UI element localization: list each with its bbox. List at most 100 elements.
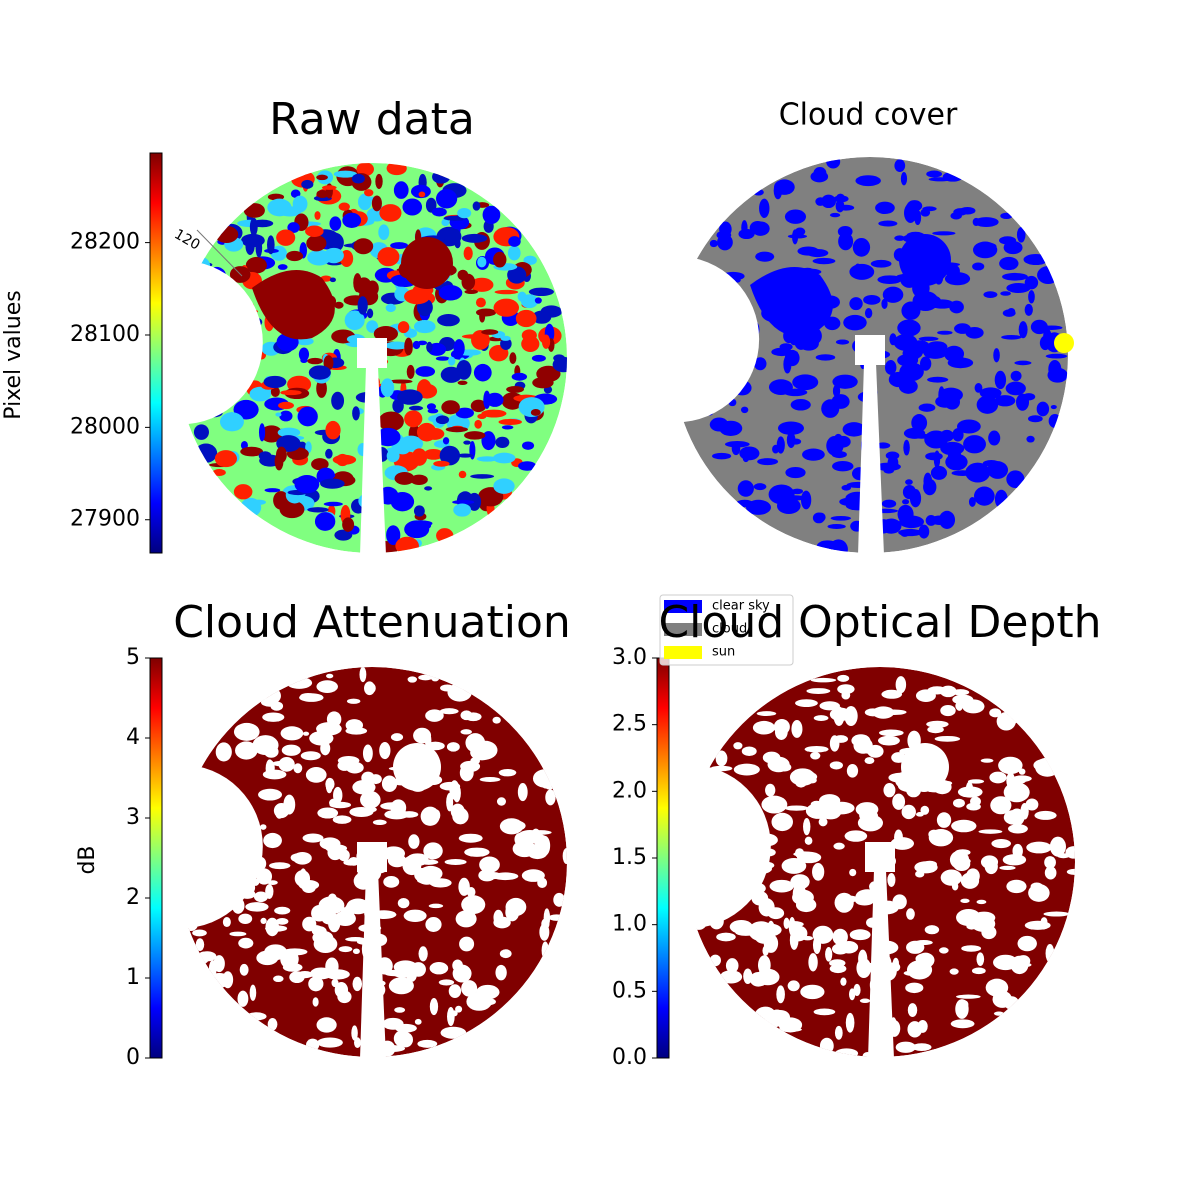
image-texture bbox=[843, 314, 867, 331]
image-texture bbox=[534, 297, 542, 304]
image-texture bbox=[222, 971, 234, 989]
image-texture bbox=[325, 844, 348, 853]
image-texture bbox=[864, 307, 873, 319]
image-texture bbox=[981, 925, 997, 940]
image-texture bbox=[952, 798, 965, 808]
image-texture bbox=[735, 499, 754, 508]
image-texture bbox=[397, 389, 423, 405]
image-texture bbox=[426, 403, 436, 411]
image-texture bbox=[785, 467, 806, 479]
image-texture bbox=[286, 676, 313, 689]
image-texture bbox=[709, 954, 721, 967]
image-texture bbox=[457, 453, 474, 458]
image-texture bbox=[438, 979, 455, 986]
image-texture bbox=[849, 297, 863, 311]
image-texture bbox=[471, 329, 490, 350]
image-texture bbox=[928, 829, 940, 840]
image-texture bbox=[274, 804, 284, 819]
image-texture bbox=[951, 882, 959, 891]
image-texture bbox=[837, 674, 850, 682]
image-texture bbox=[1030, 319, 1048, 335]
image-texture bbox=[249, 386, 271, 402]
image-texture bbox=[344, 310, 365, 331]
colorbar-tick-label: 1.0 bbox=[612, 912, 647, 937]
image-texture bbox=[377, 247, 400, 267]
image-texture bbox=[320, 478, 345, 489]
image-texture bbox=[429, 997, 439, 1016]
image-texture bbox=[482, 205, 501, 225]
image-texture bbox=[881, 689, 903, 699]
image-texture bbox=[894, 829, 903, 846]
image-texture bbox=[496, 797, 506, 806]
image-texture bbox=[767, 907, 785, 920]
image-texture bbox=[845, 1012, 855, 1033]
image-texture bbox=[194, 443, 218, 463]
image-texture bbox=[802, 448, 825, 461]
image-texture bbox=[316, 1017, 337, 1033]
image-texture bbox=[408, 405, 424, 411]
image-texture bbox=[949, 968, 959, 975]
image-texture bbox=[897, 319, 921, 337]
panel-title: Cloud Attenuation bbox=[173, 597, 571, 648]
image-texture bbox=[966, 868, 980, 884]
image-texture bbox=[413, 505, 425, 517]
image-texture bbox=[749, 220, 766, 235]
image-texture bbox=[895, 676, 907, 694]
image-patch bbox=[401, 237, 453, 289]
image-texture bbox=[774, 724, 788, 740]
image-texture bbox=[716, 932, 736, 942]
image-texture bbox=[333, 170, 357, 178]
image-texture bbox=[717, 234, 733, 251]
image-texture bbox=[493, 298, 520, 317]
image-texture bbox=[352, 976, 363, 992]
image-texture bbox=[541, 334, 551, 349]
image-texture bbox=[1006, 879, 1027, 894]
image-texture bbox=[989, 983, 999, 990]
image-texture bbox=[925, 515, 937, 526]
image-texture bbox=[435, 415, 450, 425]
image-texture bbox=[256, 868, 273, 885]
image-texture bbox=[1024, 303, 1033, 316]
image-texture bbox=[307, 357, 323, 365]
image-texture bbox=[904, 203, 917, 223]
image-texture bbox=[393, 181, 409, 199]
image-texture bbox=[1009, 808, 1025, 826]
image-texture bbox=[264, 488, 281, 493]
legend-label: clear sky bbox=[712, 599, 770, 614]
image-texture bbox=[417, 340, 428, 346]
image-texture bbox=[375, 427, 401, 447]
image-texture bbox=[410, 184, 431, 199]
image-texture bbox=[413, 319, 436, 334]
image-texture bbox=[819, 701, 840, 711]
image-texture bbox=[273, 975, 284, 983]
image-texture bbox=[352, 779, 376, 795]
image-texture bbox=[441, 218, 450, 227]
image-texture bbox=[562, 847, 567, 865]
image-texture bbox=[1000, 291, 1011, 296]
image-texture bbox=[803, 851, 811, 861]
image-mask bbox=[357, 338, 387, 368]
colorbar-tick-label: 4 bbox=[126, 725, 140, 750]
image-texture bbox=[245, 1012, 267, 1021]
image-texture bbox=[991, 838, 1012, 849]
image-texture bbox=[325, 420, 341, 440]
image-texture bbox=[923, 478, 937, 496]
image-texture bbox=[378, 224, 390, 241]
image-texture bbox=[1003, 782, 1030, 803]
image-texture bbox=[269, 862, 291, 870]
image-texture bbox=[213, 955, 225, 973]
colorbar-label: Pixel values bbox=[1, 290, 26, 419]
image-texture bbox=[308, 365, 331, 380]
image-texture bbox=[329, 277, 336, 283]
image-texture bbox=[968, 496, 976, 507]
image-texture bbox=[407, 676, 417, 683]
image-texture bbox=[889, 333, 897, 346]
image-texture bbox=[332, 815, 352, 824]
image-texture bbox=[475, 297, 486, 308]
image-texture bbox=[804, 836, 813, 845]
image-texture bbox=[536, 844, 545, 856]
annotation-line bbox=[196, 229, 243, 277]
image-texture bbox=[281, 744, 301, 756]
image-texture bbox=[458, 833, 483, 843]
image-texture bbox=[375, 173, 383, 190]
